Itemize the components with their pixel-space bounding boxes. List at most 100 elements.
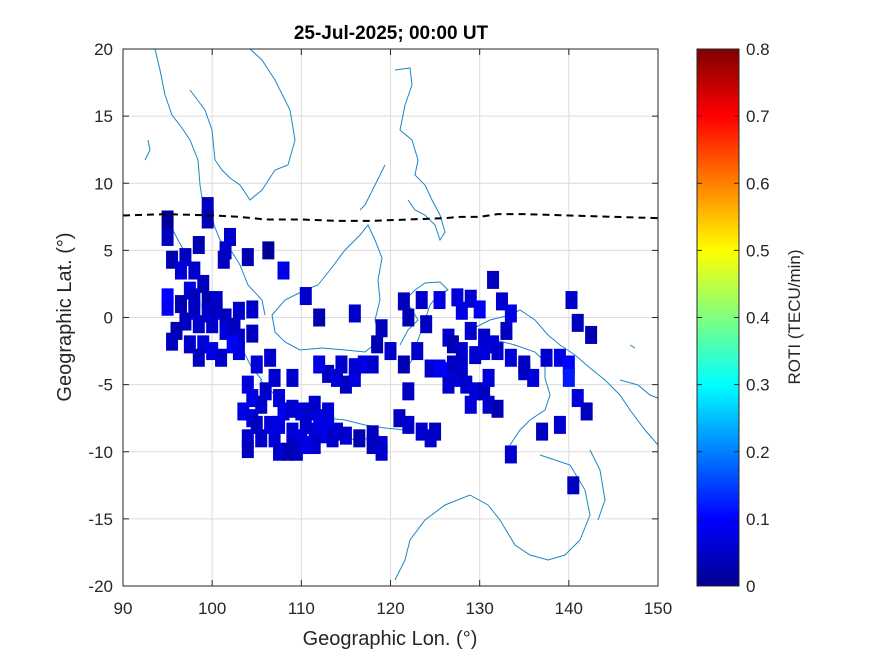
y-tick-label: 0	[104, 309, 113, 328]
roti-cell	[397, 355, 410, 374]
colorbar-tick-label: 0.4	[746, 309, 770, 328]
roti-cell	[262, 241, 275, 260]
roti-cell	[415, 291, 428, 310]
roti-cell	[464, 395, 477, 414]
colorbar-tick-label: 0	[746, 577, 755, 596]
roti-cell	[348, 304, 361, 323]
roti-cell	[308, 395, 321, 414]
y-tick-label: 20	[94, 40, 113, 59]
roti-cell	[313, 308, 326, 327]
x-tick-label: 90	[114, 599, 133, 618]
roti-cell	[482, 368, 495, 387]
roti-cell	[473, 300, 486, 319]
x-tick-label: 130	[465, 599, 493, 618]
roti-cell	[232, 342, 245, 361]
roti-cell	[286, 368, 299, 387]
roti-cell	[326, 429, 339, 448]
roti-cell	[504, 348, 517, 367]
x-tick-label: 150	[644, 599, 672, 618]
colorbar-tick-label: 0.3	[746, 376, 770, 395]
y-axis-label: Geographic Lat. (°)	[54, 232, 76, 401]
roti-cell	[553, 415, 566, 434]
colorbar-tick-label: 0.1	[746, 510, 770, 529]
roti-cell	[518, 355, 531, 374]
x-tick-label: 110	[288, 599, 315, 618]
roti-cell	[366, 355, 379, 374]
y-tick-label: 15	[94, 107, 113, 126]
roti-cell	[397, 292, 410, 311]
colorbar-tick-label: 0.2	[746, 443, 770, 462]
colorbar-tick-label: 0.8	[746, 40, 770, 59]
roti-cell	[420, 315, 433, 334]
roti-cell	[215, 348, 228, 367]
roti-cell	[402, 382, 415, 401]
roti-cell	[241, 248, 254, 267]
y-tick-label: 5	[104, 241, 113, 260]
x-axis-ticks: 90 100 110 120 130 140 150	[114, 49, 672, 618]
y-tick-label: 10	[94, 174, 113, 193]
roti-cell	[217, 250, 230, 269]
colorbar-ticks: 0 0.1 0.2 0.3 0.4 0.5 0.6 0.7 0.8	[697, 40, 770, 596]
roti-cell	[201, 210, 214, 229]
roti-cell	[571, 313, 584, 332]
roti-cell	[504, 445, 517, 464]
roti-cell	[174, 295, 187, 314]
roti-cell	[411, 342, 424, 361]
roti-cell	[232, 301, 245, 320]
roti-cell	[371, 335, 384, 354]
y-tick-label: -5	[98, 376, 113, 395]
roti-cell	[464, 321, 477, 340]
roti-cell	[504, 304, 517, 323]
roti-cell	[161, 210, 174, 229]
roti-cell	[161, 227, 174, 246]
roti-cell	[241, 440, 254, 459]
roti-cell	[580, 402, 593, 421]
roti-cell	[540, 348, 553, 367]
roti-cell	[562, 368, 575, 387]
roti-cell	[299, 436, 312, 455]
roti-cell	[536, 422, 549, 441]
roti-cell	[192, 236, 205, 255]
roti-cell	[313, 355, 326, 374]
roti-cell	[375, 442, 388, 461]
x-tick-label: 140	[555, 599, 583, 618]
roti-cell	[250, 355, 263, 374]
roti-cell	[565, 291, 578, 310]
roti-cell	[500, 321, 513, 340]
roti-cell	[206, 315, 219, 334]
roti-cell	[491, 342, 504, 361]
roti-cells	[161, 197, 598, 495]
roti-cell	[585, 325, 598, 344]
roti-cell	[487, 270, 500, 289]
roti-cell	[442, 375, 455, 394]
roti-cell	[246, 324, 259, 343]
roti-cell	[491, 399, 504, 418]
roti-cell	[273, 442, 286, 461]
roti-cell	[192, 348, 205, 367]
roti-cell	[455, 301, 468, 320]
roti-cell	[335, 355, 348, 374]
colorbar	[696, 48, 740, 587]
roti-cell	[259, 382, 272, 401]
roti-cell	[402, 415, 415, 434]
roti-cell	[402, 308, 415, 327]
roti-cell	[348, 358, 361, 377]
roti-cell	[192, 315, 205, 334]
y-axis-ticks: 20 15 10 5 0 -5 -10 -15 -20	[88, 40, 658, 596]
roti-cell	[255, 395, 268, 414]
y-tick-label: -20	[88, 577, 113, 596]
roti-cell	[161, 297, 174, 316]
roti-cell	[567, 476, 580, 495]
roti-cell	[478, 342, 491, 361]
y-tick-label: -10	[88, 443, 113, 462]
roti-cell	[166, 332, 179, 351]
colorbar-tick-label: 0.6	[746, 174, 770, 193]
roti-cell	[264, 348, 277, 367]
chart-title: 25-Jul-2025; 00:00 UT	[294, 23, 489, 44]
roti-cell	[375, 319, 388, 338]
roti-cell	[424, 429, 437, 448]
roti-cell	[433, 291, 446, 310]
colorbar-tick-label: 0.7	[746, 107, 770, 126]
x-axis-label: Geographic Lon. (°)	[303, 628, 478, 650]
